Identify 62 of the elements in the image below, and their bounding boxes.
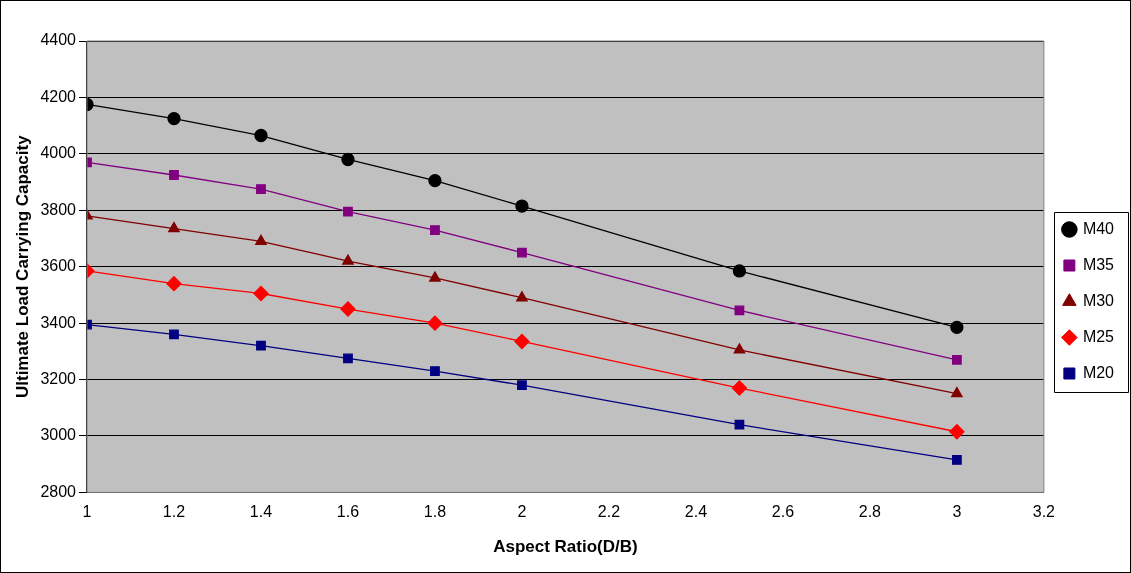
y-tick-label: 4200 [40, 87, 77, 105]
point [253, 285, 269, 302]
point [733, 343, 746, 354]
x-tick-label: 3 [952, 503, 962, 521]
x-tick-label: 2.6 [771, 503, 795, 521]
point [515, 199, 529, 213]
point [514, 333, 530, 350]
point [951, 387, 963, 398]
y-tick-label: 4400 [40, 31, 77, 49]
y-tick-label: 3200 [40, 369, 77, 387]
x-tick-label: 1 [82, 503, 92, 521]
point [427, 315, 443, 331]
point [517, 380, 527, 391]
point [428, 174, 442, 188]
point [341, 152, 355, 167]
x-tick-label: 2.2 [597, 503, 621, 521]
point [254, 128, 268, 143]
point [949, 424, 965, 440]
point [255, 234, 267, 245]
point [169, 170, 179, 180]
point [169, 329, 179, 340]
point [516, 291, 528, 302]
point [342, 254, 354, 265]
y-tick-label: 2800 [40, 482, 77, 500]
legend-label: M30 [1082, 291, 1115, 309]
point [951, 354, 962, 365]
x-tick-label: 1.8 [423, 503, 447, 521]
y-tick-label: 3800 [40, 200, 77, 218]
y-tick-label: 4000 [40, 144, 77, 162]
point [517, 247, 527, 258]
point [950, 320, 964, 335]
point [256, 184, 266, 195]
point [340, 301, 356, 317]
y-tick-label: 3600 [40, 257, 77, 275]
y-axis-title: Ultimate Load Carrying Capacity [12, 134, 32, 399]
point [429, 271, 441, 282]
x-tick-label: 1.2 [162, 503, 186, 521]
x-tick-label: 1.4 [249, 503, 273, 521]
x-tick-label: 1.6 [336, 503, 360, 521]
legend-label: M35 [1082, 255, 1115, 273]
point [951, 455, 962, 465]
y-tick-label: 3400 [40, 313, 77, 331]
point [731, 380, 748, 396]
point [430, 225, 440, 235]
legend-label: M25 [1082, 327, 1115, 345]
point [168, 221, 180, 233]
point [167, 111, 181, 126]
x-tick-label: 2 [517, 503, 527, 521]
x-tick-label: 2.8 [858, 503, 882, 521]
point [256, 340, 266, 351]
point [734, 419, 745, 430]
x-tick-label: 2.4 [684, 503, 708, 521]
point [166, 275, 182, 292]
legend-label: M40 [1082, 219, 1115, 237]
point [343, 353, 353, 364]
y-tick-label: 3000 [40, 426, 77, 444]
x-tick-label: 3.2 [1032, 503, 1056, 521]
point [430, 366, 440, 376]
legend-label: M20 [1082, 363, 1115, 381]
point [732, 264, 747, 278]
point [343, 206, 353, 217]
x-axis-title: Aspect Ratio(D/B) [493, 537, 638, 557]
